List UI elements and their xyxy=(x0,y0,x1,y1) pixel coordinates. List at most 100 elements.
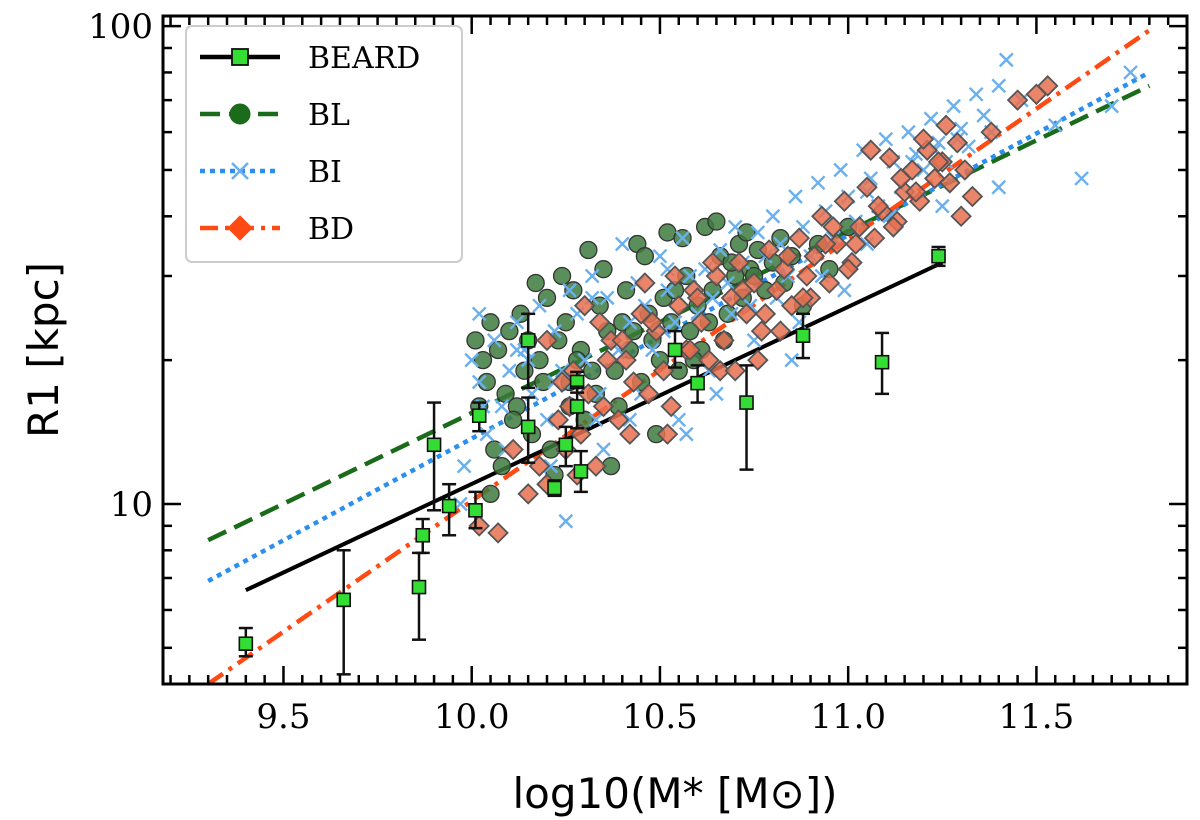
point-bi-62 xyxy=(923,111,939,127)
point-bi-56 xyxy=(878,131,894,147)
point-bi-75 xyxy=(1074,171,1089,186)
point-bi-29 xyxy=(675,230,690,246)
point-bi-114-b xyxy=(660,261,675,277)
point-bd-22 xyxy=(667,294,690,317)
beard-marker-9 xyxy=(520,419,536,435)
point-bd-71 xyxy=(641,311,664,334)
point-bd-3 xyxy=(517,483,539,505)
point-bl-72 xyxy=(624,321,643,341)
point-bd-16 xyxy=(622,371,645,393)
point-bd-25 xyxy=(690,311,713,334)
point-bi-39-b xyxy=(750,225,766,240)
beard-point-18 xyxy=(795,312,811,360)
point-bd-35 xyxy=(765,279,788,302)
point-bi-68-b xyxy=(968,86,984,102)
beard-point-20 xyxy=(931,245,946,268)
point-bi-101-b xyxy=(558,513,574,529)
point-bi-96-b xyxy=(882,208,897,224)
point-bi-113 xyxy=(622,412,638,428)
point-bi-104 xyxy=(709,386,724,402)
point-bi-26 xyxy=(652,248,668,264)
point-bi-105 xyxy=(784,352,800,368)
point-bi-105-b xyxy=(784,352,800,368)
point-bd-81 xyxy=(867,195,890,217)
point-bd-59 xyxy=(946,132,969,154)
point-bd-61 xyxy=(961,185,984,208)
beard-marker-5 xyxy=(441,498,457,514)
x-tick-label: 10.0 xyxy=(434,697,510,737)
point-bi-33 xyxy=(705,290,720,306)
legend-marker-bd xyxy=(227,215,253,241)
point-bd-102 xyxy=(882,216,905,238)
point-bi-2 xyxy=(471,374,487,390)
point-bd-1 xyxy=(487,522,509,544)
fit-line-bd xyxy=(206,28,1151,686)
point-bi-89 xyxy=(724,306,739,322)
point-bi-50 xyxy=(833,162,848,178)
point-bi-6 xyxy=(502,363,517,379)
point-bd-100 xyxy=(792,287,814,309)
point-bi-74-b xyxy=(1047,117,1063,133)
point-bi-16-b xyxy=(577,352,592,368)
legend-marker-bl xyxy=(229,103,251,125)
point-bi-33-b xyxy=(705,290,720,306)
point-bd-30 xyxy=(728,251,750,274)
point-bi-62-b xyxy=(923,111,939,127)
point-bl-85 xyxy=(737,223,756,242)
point-bi-102 xyxy=(596,442,611,457)
point-bi-5 xyxy=(494,399,510,414)
beard-marker-2 xyxy=(411,579,427,595)
point-bd-62 xyxy=(980,121,1003,143)
point-bi-103-b xyxy=(671,412,687,428)
data-points xyxy=(238,52,1138,676)
point-bd-73 xyxy=(686,287,709,309)
point-bi-89-b xyxy=(724,306,739,322)
point-bi-65 xyxy=(946,98,961,114)
point-bd-15 xyxy=(615,349,637,371)
point-bl-68 xyxy=(481,484,500,503)
beard-point-8 xyxy=(520,312,536,390)
point-bi-67-b xyxy=(961,139,976,154)
point-bi-36 xyxy=(727,219,743,235)
point-bi-3 xyxy=(479,426,495,442)
point-bi-102-b xyxy=(596,442,611,457)
point-bi-10 xyxy=(532,298,547,314)
point-bi-74 xyxy=(1047,117,1063,133)
point-bi-87-b xyxy=(678,426,694,442)
point-bd-101 xyxy=(837,258,859,280)
point-bi-77 xyxy=(1123,65,1138,80)
point-bd-6 xyxy=(547,409,570,431)
point-bd-72 xyxy=(664,265,686,287)
point-bi-69 xyxy=(976,108,992,123)
point-bd-38 xyxy=(788,227,811,249)
point-bi-16 xyxy=(577,352,592,368)
point-bi-28-b xyxy=(667,314,683,330)
point-bd-42 xyxy=(818,272,841,294)
point-bi-47 xyxy=(810,175,826,191)
point-bl-24 xyxy=(579,240,598,260)
point-bi-19-b xyxy=(599,290,615,306)
y-tick-label: 10 xyxy=(110,485,153,525)
point-bd-46 xyxy=(848,216,871,238)
point-bi-93-b xyxy=(814,268,830,284)
point-bi-7 xyxy=(509,314,525,330)
point-bi-36-b xyxy=(727,219,743,235)
point-bl-12 xyxy=(530,350,549,370)
legend-marker-bi xyxy=(231,162,249,180)
point-bd-96 xyxy=(611,329,634,352)
point-bd-103 xyxy=(927,151,950,173)
point-bi-101 xyxy=(558,513,574,529)
beard-point-4 xyxy=(426,401,442,512)
beard-point-16 xyxy=(690,364,705,404)
point-bi-72 xyxy=(998,52,1014,68)
point-bi-0-b xyxy=(456,458,472,474)
point-bi-50-b xyxy=(833,162,848,178)
point-bi-44-b xyxy=(788,189,803,204)
point-bi-3-b xyxy=(479,426,495,442)
point-bd-82 xyxy=(890,167,912,190)
point-bd-63 xyxy=(1006,89,1029,111)
point-bd-21 xyxy=(660,395,683,418)
point-bi-1 xyxy=(464,352,480,368)
point-bi-107-b xyxy=(934,198,950,214)
point-bd-14 xyxy=(607,409,630,431)
